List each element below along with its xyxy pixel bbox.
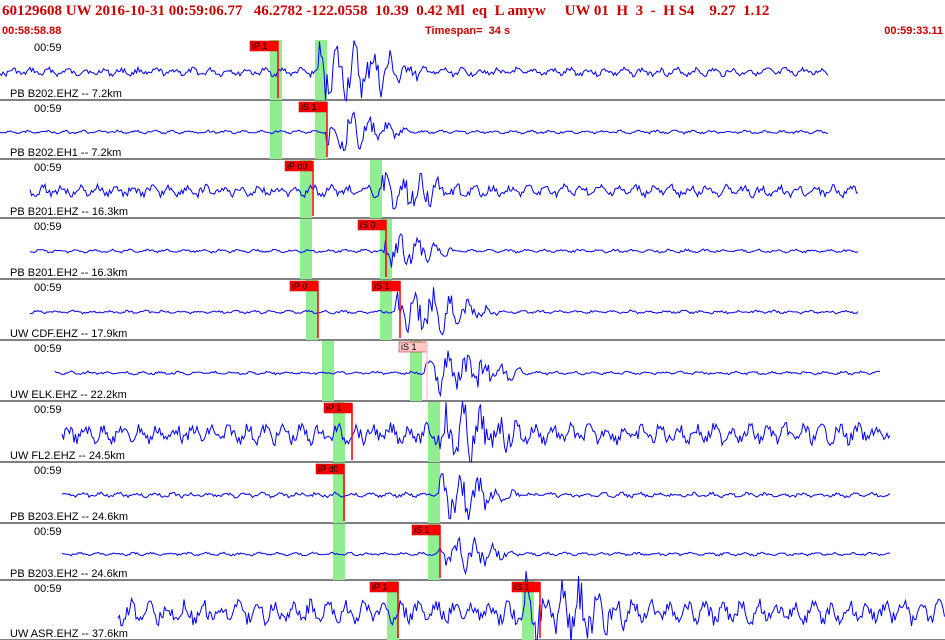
trace-row[interactable]: 00:59 UW ASR.EHZ -- 37.6km iP 1 iS 1 — [0, 570, 945, 640]
start-time: 00:58:58.88 — [2, 25, 62, 37]
trace-row[interactable]: 00:59 PB B203.EHZ -- 24.6km iP d0 — [0, 463, 945, 524]
waveform-trace — [0, 111, 828, 152]
seismogram-panel[interactable]: 00:59 PB B202.EHZ -- 7.2km iP 1 00:59 PB B20… — [0, 39, 945, 640]
trace-row[interactable]: 00:59 PB B202.EH1 -- 7.2km iS 1 — [0, 101, 945, 160]
s-window-band — [370, 160, 382, 218]
trace-row[interactable]: 00:59 PB B201.EH2 -- 16.3km iS 0 — [0, 219, 945, 280]
trace-channel-label: PB B203.EH2 -- 24.6km — [10, 568, 127, 580]
trace-channel-label: UW ELK.EHZ -- 22.2km — [10, 389, 127, 401]
s-window-band — [410, 341, 422, 401]
trace-time-label: 00:59 — [34, 343, 62, 355]
phase-pick[interactable]: iP 1 — [323, 402, 353, 460]
p-window-band — [300, 160, 312, 218]
p-window-band — [387, 581, 399, 640]
phase-pick[interactable]: iS 1 — [398, 341, 428, 399]
phase-pick[interactable]: iS 1 — [411, 524, 441, 578]
s-window-band — [380, 280, 392, 340]
trace-channel-label: PB B203.EHZ -- 24.6km — [10, 511, 128, 523]
pick-label: iS 0 — [360, 220, 376, 230]
waveform-trace — [61, 473, 891, 521]
waveform-trace — [30, 233, 859, 268]
trace-time-label: 00:59 — [34, 282, 62, 294]
pick-label: iP d0 — [287, 161, 307, 171]
pick-label: iP 1 — [372, 582, 387, 592]
p-window-band — [333, 524, 345, 580]
waveform-trace — [117, 570, 945, 640]
s-window-band — [315, 40, 327, 100]
p-window-band — [333, 463, 345, 523]
trace-time-label: 00:59 — [34, 162, 62, 174]
p-window-band — [333, 402, 345, 462]
p-window-band — [322, 341, 334, 401]
trace-time-label: 00:59 — [34, 583, 62, 595]
waveform-trace — [29, 171, 859, 210]
trace-channel-label: PB B201.EH2 -- 16.3km — [10, 267, 127, 279]
trace-channel-label: PB B202.EHZ -- 7.2km — [10, 88, 122, 100]
trace-row[interactable]: 00:59 PB B203.EH2 -- 24.6km iS 1 — [0, 524, 945, 581]
trace-channel-label: UW CDF.EHZ -- 17.9km — [10, 328, 127, 340]
trace-row[interactable]: 00:59 PB B201.EHZ -- 16.3km iP d0 — [0, 160, 945, 219]
phase-pick[interactable]: iS 1 — [511, 581, 541, 638]
trace-time-label: 00:59 — [34, 221, 62, 233]
s-window-band — [428, 402, 440, 462]
pick-label: iP d0 — [318, 464, 338, 474]
pick-label: iS 1 — [401, 342, 417, 352]
trace-channel-label: UW ASR.EHZ -- 37.6km — [10, 628, 128, 640]
s-window-band — [428, 524, 440, 580]
trace-row[interactable]: 00:59 PB B202.EHZ -- 7.2km iP 1 — [0, 40, 945, 102]
pick-label: iS 1 — [514, 582, 530, 592]
pick-label: iP 1 — [252, 41, 267, 51]
trace-time-label: 00:59 — [34, 103, 62, 115]
trace-channel-label: PB B201.EHZ -- 16.3km — [10, 206, 128, 218]
phase-pick[interactable]: iP d0 — [284, 160, 314, 216]
trace-time-label: 00:59 — [34, 526, 62, 538]
pick-label: iS 1 — [374, 281, 390, 291]
phase-pick[interactable]: iS 0 — [357, 219, 387, 277]
p-window-band — [270, 40, 282, 100]
pick-label: iP 0 — [292, 281, 307, 291]
trace-channel-label: PB B202.EH1 -- 7.2km — [10, 147, 121, 159]
pick-label: iS 1 — [301, 102, 317, 112]
pick-label: iP 1 — [326, 403, 341, 413]
trace-channel-label: UW FL2.EHZ -- 24.5km — [10, 450, 125, 462]
trace-row[interactable]: 00:59 UW FL2.EHZ -- 24.5km iP 1 — [0, 401, 945, 463]
trace-time-label: 00:59 — [34, 404, 62, 416]
timespan: Timespan= 34 s — [425, 25, 511, 37]
phase-pick[interactable]: iP d0 — [315, 463, 345, 521]
p-window-band — [270, 101, 282, 159]
waveform-trace — [61, 536, 891, 576]
trace-row[interactable]: 00:59 UW ELK.EHZ -- 22.2km iS 1 — [0, 341, 945, 402]
phase-pick[interactable]: iP 1 — [369, 581, 399, 638]
trace-time-label: 00:59 — [34, 465, 62, 477]
event-header: 60129608 UW 2016-10-31 00:59:06.77 46.27… — [0, 0, 945, 40]
s-window-band — [428, 463, 440, 523]
phase-pick[interactable]: iP 1 — [249, 40, 279, 98]
phase-pick[interactable]: iP 0 — [289, 280, 319, 338]
phase-pick[interactable]: iS 1 — [298, 101, 328, 157]
pick-label: iS 1 — [414, 525, 430, 535]
end-time: 00:59:33.11 — [884, 25, 943, 37]
event-summary: 60129608 UW 2016-10-31 00:59:06.77 46.27… — [2, 3, 770, 19]
waveform-trace — [54, 350, 881, 398]
trace-row[interactable]: 00:59 UW CDF.EHZ -- 17.9km iP 0 iS 1 — [0, 280, 945, 341]
waveform-trace — [61, 401, 891, 463]
trace-time-label: 00:59 — [34, 42, 62, 54]
seismogram-plot[interactable]: 00:59 PB B202.EHZ -- 7.2km iP 1 00:59 PB B20… — [0, 39, 945, 640]
waveform-trace — [30, 287, 859, 336]
phase-pick[interactable]: iS 1 — [371, 280, 401, 338]
s-window-band — [315, 101, 327, 159]
p-window-band — [300, 219, 312, 279]
waveform-trace — [0, 40, 829, 102]
p-window-band — [306, 280, 318, 340]
